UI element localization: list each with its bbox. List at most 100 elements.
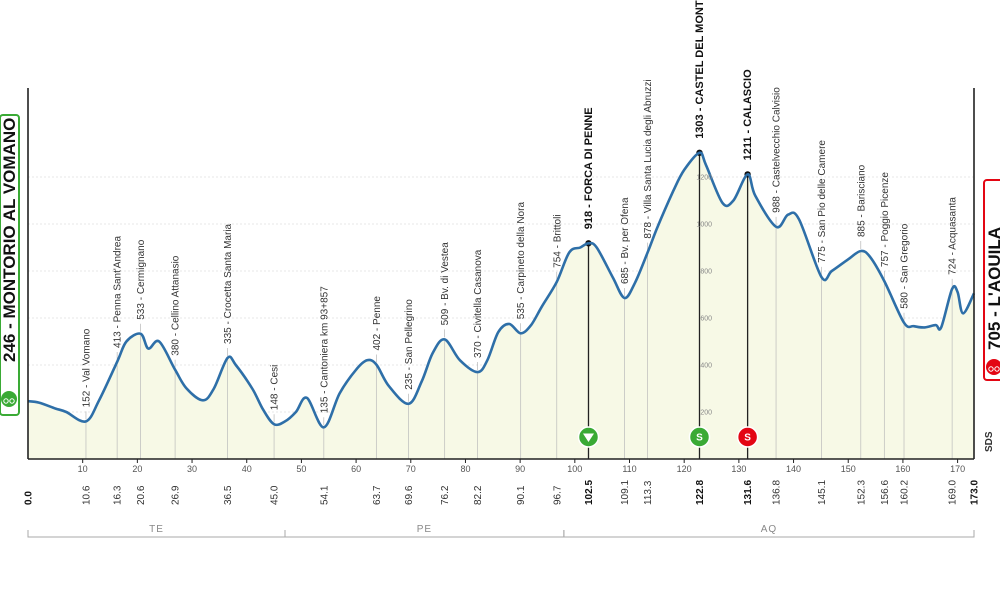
x-tick-label: 90 — [515, 464, 525, 474]
waypoint-label: 685 - Bv. per Ofena — [620, 197, 631, 284]
waypoint-km-label: 96.7 — [552, 485, 563, 505]
waypoint-km-label: 160.2 — [900, 480, 911, 505]
elevation-tick-label: 600 — [700, 316, 712, 323]
waypoint-km-label: 36.5 — [223, 485, 234, 505]
waypoint-label: 533 - Cermignano — [136, 239, 147, 319]
waypoint-km-label: 109.1 — [620, 480, 631, 505]
waypoint-km-label: 45.0 — [270, 485, 281, 505]
x-tick-label: 30 — [187, 464, 197, 474]
elevation-tick-labels: 200 400 600 800 1000 1200 — [696, 175, 712, 417]
region-label: TE — [149, 524, 164, 535]
waypoint-km-label: 113.3 — [643, 480, 654, 505]
waypoint-label: 757 - Poggio Picenze — [880, 172, 891, 268]
finish-town-label: 705 - L'AQUILA — [985, 227, 1000, 350]
waypoint-label: 580 - San Gregorio — [900, 223, 911, 308]
waypoint-label: 135 - Cantoniera km 93+857 — [319, 286, 330, 413]
waypoint-label: 370 - Civitella Casanova — [473, 249, 484, 358]
elevation-area-fill — [28, 152, 974, 459]
waypoint-label: 380 - Cellino Attanasio — [171, 255, 182, 356]
elevation-tick-label: 800 — [700, 269, 712, 276]
distance-axis: 10 20 30 40 50 60 70 80 90 100 110 120 130 140 150 160 1… — [27, 88, 975, 474]
waypoint-km-label: 145.1 — [817, 480, 828, 505]
x-tick-label: 100 — [567, 464, 582, 474]
waypoint-label: 535 - Carpineto della Nora — [516, 202, 527, 320]
waypoint-km-label: 76.2 — [440, 485, 451, 505]
waypoint-km-label: 90.1 — [516, 485, 527, 505]
waypoint-label: 918 - FORCA DI PENNE — [583, 107, 595, 229]
waypoint-km-label: 131.6 — [743, 480, 754, 505]
x-tick-label: 60 — [351, 464, 361, 474]
x-tick-label: 70 — [406, 464, 416, 474]
waypoint-km-label: 102.5 — [584, 480, 595, 505]
sprint-green-marker-icon — [688, 426, 711, 448]
start-finish-labels: 246 - MONTORIO AL VOMANO 0.0 705 - L'AQUIL… — [0, 114, 1000, 505]
elevation-tick-label: 1000 — [696, 222, 712, 229]
waypoint-label: 335 - Crocetta Santa Maria — [223, 223, 234, 343]
start-town-label: 246 - MONTORIO AL VOMANO — [0, 118, 19, 362]
waypoint-km-label: 169.0 — [948, 480, 959, 505]
waypoint-label: 235 - San Pellegrino — [404, 299, 415, 390]
waypoint-label: 988 - Castelvecchio Calvisio — [772, 87, 783, 213]
elevation-tick-label: 400 — [700, 363, 712, 370]
x-tick-label: 130 — [731, 464, 746, 474]
waypoint-km-label: 54.1 — [319, 485, 330, 505]
waypoint-label: 1303 - CASTEL DEL MONTE — [694, 0, 706, 139]
x-tick-label: 150 — [841, 464, 856, 474]
x-tick-label: 170 — [950, 464, 965, 474]
waypoint-km-label: 156.6 — [880, 480, 891, 505]
waypoint-km-label: 26.9 — [171, 485, 182, 505]
waypoint-km-label: 69.6 — [404, 485, 415, 505]
start-cyclist-wheel — [9, 398, 15, 404]
waypoint-km-label: 82.2 — [473, 485, 484, 505]
finish-cyclist-wheel — [988, 366, 994, 372]
finish-cyclist-wheel — [994, 366, 1000, 372]
x-tick-label: 120 — [677, 464, 692, 474]
waypoint-label: 775 - San Pio delle Camere — [817, 140, 828, 263]
waypoint-label: 724 - Acquasanta — [948, 197, 959, 275]
kom-triangle-icon — [582, 433, 594, 442]
waypoint-label: 509 - Bv. di Vestea — [440, 242, 451, 326]
sds-side-label: SDS — [984, 431, 995, 452]
sprint-s-icon: S — [744, 433, 751, 444]
x-tick-label: 40 — [242, 464, 252, 474]
waypoint-label: 152 - Val Vomano — [81, 328, 92, 407]
waypoint-label: 754 - Brittoli — [552, 214, 563, 267]
x-tick-label: 20 — [132, 464, 142, 474]
waypoint-label: 413 - Penna Sant'Andrea — [113, 236, 124, 348]
waypoint-km-label: 136.8 — [772, 480, 783, 505]
waypoint-label: 402 - Penne — [372, 296, 383, 351]
start-label-box — [0, 114, 20, 416]
finish-label-box — [983, 179, 1000, 381]
waypoint-label: 885 - Barisciano — [856, 164, 867, 237]
start-cyclist-wheel — [3, 398, 9, 404]
region-label: PE — [417, 524, 432, 535]
waypoint-km-label: 20.6 — [136, 485, 147, 505]
region-brackets: TE PE AQ — [27, 524, 975, 538]
elevation-profile-line — [27, 151, 976, 429]
x-tick-label: 160 — [895, 464, 910, 474]
x-tick-label: 50 — [296, 464, 306, 474]
finish-km-label: 173.0 — [970, 480, 981, 505]
start-km-label: 0.0 — [24, 491, 35, 505]
waypoint-label: 878 - Villa Santa Lucia degli Abruzzi — [643, 79, 654, 238]
waypoint-km-label: 122.8 — [695, 480, 706, 505]
start-cyclist-icon — [1, 391, 17, 407]
elevation-tick-label: 200 — [700, 410, 712, 417]
x-tick-label: 110 — [622, 464, 636, 474]
waypoint-label: 148 - Cesi — [270, 365, 281, 411]
elevation-tick-label: 1200 — [696, 175, 712, 182]
waypoint-km-label: 16.3 — [113, 485, 124, 505]
waypoint-labels: 152 - Val Vomano 10.6 413 - Penna Sant'And… — [81, 0, 958, 505]
region-bracket — [563, 530, 975, 538]
waypoint-label: 1211 - CALASCIO — [742, 69, 754, 161]
waypoint-km-label: 63.7 — [372, 485, 383, 505]
x-tick-label: 10 — [78, 464, 88, 474]
sprint-red-marker-icon — [736, 426, 759, 448]
region-label: AQ — [761, 524, 777, 535]
waypoint-km-label: 152.3 — [856, 480, 867, 505]
x-tick-label: 140 — [786, 464, 801, 474]
waypoint-km-label: 10.6 — [81, 485, 92, 505]
x-tick-label: 80 — [460, 464, 470, 474]
